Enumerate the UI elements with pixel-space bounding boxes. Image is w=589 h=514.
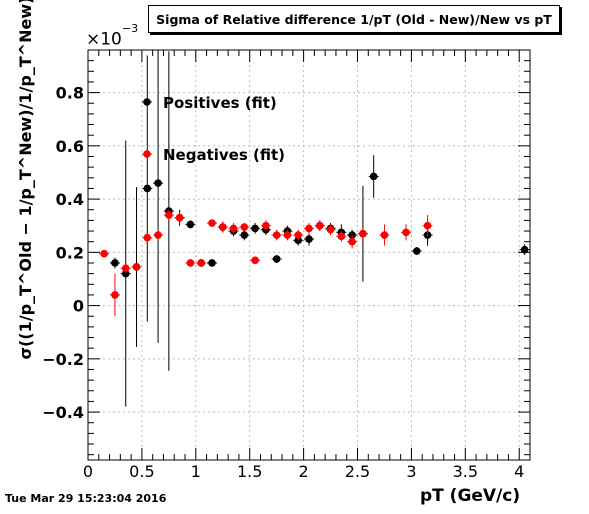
data-point — [229, 224, 238, 233]
legend-label: Positives (fit) — [163, 94, 277, 112]
x-tick-label: 0 — [83, 462, 93, 481]
y-tick-label: 0.8 — [56, 84, 84, 103]
data-point — [326, 225, 335, 234]
x-tick-label: 3 — [406, 462, 416, 481]
data-point — [175, 213, 184, 222]
x-tick-label: 1 — [191, 462, 201, 481]
data-point — [283, 231, 292, 239]
x-tick-label: 3.5 — [453, 462, 478, 481]
data-point — [111, 259, 119, 267]
data-point — [143, 233, 152, 242]
data-point — [262, 221, 270, 230]
legend-label: Negatives (fit) — [163, 146, 285, 164]
data-point — [240, 223, 249, 231]
data-point — [423, 221, 432, 230]
plot-frame — [87, 49, 531, 461]
axis-multiplier: ×10−3 — [86, 22, 138, 50]
timestamp: Tue Mar 29 15:23:04 2016 — [5, 492, 167, 505]
x-tick-label: 4 — [514, 462, 524, 481]
data-point — [154, 231, 162, 239]
data-point — [208, 219, 216, 227]
y-tick-label: 0 — [73, 297, 84, 316]
data-point — [143, 184, 152, 193]
data-point — [132, 263, 141, 271]
data-point — [413, 247, 421, 255]
y-tick-label: 0.2 — [56, 243, 84, 262]
data-point — [165, 211, 173, 219]
axis-multiplier-exponent: −3 — [121, 22, 139, 35]
data-point — [294, 231, 303, 239]
data-point — [121, 264, 130, 273]
data-point — [251, 224, 259, 233]
data-point — [272, 255, 281, 263]
data-point — [218, 223, 227, 231]
data-point — [240, 231, 249, 239]
y-tick-label: −0.2 — [42, 350, 84, 369]
data-point — [348, 237, 356, 246]
y-axis-label: σ((1/p_T^Old − 1/p_T^New)/1/p_T^New) — [16, 0, 35, 359]
y-tick-label: 0.4 — [56, 190, 84, 209]
data-point — [208, 259, 216, 267]
data-point — [186, 259, 195, 267]
data-point — [402, 228, 410, 237]
x-tick-label: 2 — [299, 462, 309, 481]
chart-title: Sigma of Relative difference 1/pT (Old -… — [148, 5, 560, 33]
data-point — [315, 221, 324, 230]
data-point — [186, 220, 195, 229]
data-point — [100, 249, 108, 258]
data-point — [337, 232, 346, 241]
x-tick-label: 0.5 — [129, 462, 154, 481]
data-point — [305, 235, 313, 243]
data-point — [111, 291, 119, 299]
data-point — [251, 256, 259, 265]
data-point — [197, 259, 205, 267]
y-tick-label: 0.6 — [56, 137, 84, 156]
data-point — [272, 231, 281, 239]
axis-multiplier-base: ×10 — [86, 29, 122, 50]
x-tick-label: 1.5 — [237, 462, 262, 481]
data-point — [305, 224, 313, 233]
data-point — [154, 179, 162, 187]
x-tick-label: 2.5 — [345, 462, 370, 481]
data-point — [369, 172, 378, 181]
x-axis-label: pT (GeV/c) — [420, 486, 521, 506]
data-point — [380, 231, 389, 239]
data-point — [359, 229, 367, 238]
data-point — [520, 245, 529, 254]
y-tick-label: −0.4 — [42, 403, 84, 422]
